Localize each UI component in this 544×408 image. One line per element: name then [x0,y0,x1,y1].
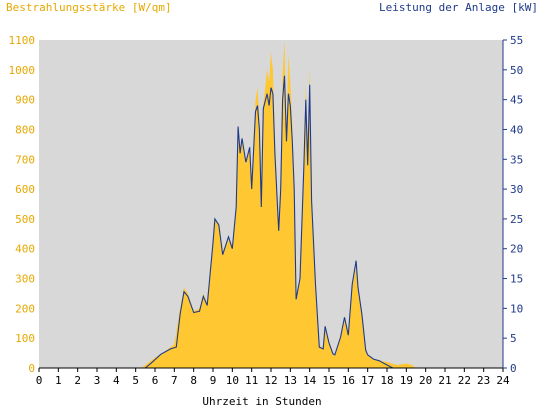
x-tick-label: 10 [226,374,239,387]
left-y-tick-label: 600 [15,183,35,196]
x-tick-label: 23 [477,374,490,387]
right-y-tick-label: 25 [510,213,523,226]
left-y-tick-label: 900 [15,94,35,107]
x-axis-title: Uhrzeit in Stunden [202,395,321,408]
right-y-tick-label: 55 [510,34,523,47]
series-power-line [39,75,503,369]
series-layer [39,40,503,369]
x-tick-label: 6 [152,374,159,387]
left-y-tick-label: 500 [15,213,35,226]
left-y-tick-label: 400 [15,243,35,256]
x-tick-label: 13 [284,374,297,387]
x-tick-label: 17 [361,374,374,387]
x-tick-label: 14 [303,374,317,387]
right-y-tick-label: 45 [510,94,523,107]
right-y-tick-label: 20 [510,243,523,256]
x-tick-label: 8 [190,374,197,387]
x-tick-label: 24 [496,374,510,387]
x-tick-label: 12 [264,374,277,387]
left-y-tick-label: 100 [15,332,35,345]
right-y-tick-label: 15 [510,273,523,286]
x-tick-label: 18 [380,374,393,387]
left-y-tick-label: 1100 [9,34,36,47]
x-tick-label: 1 [55,374,62,387]
right-y-tick-label: 40 [510,123,523,136]
x-tick-label: 19 [400,374,413,387]
x-tick-label: 15 [322,374,335,387]
right-y-tick-label: 5 [510,332,517,345]
x-tick-label: 3 [94,374,101,387]
x-tick-label: 22 [458,374,471,387]
left-y-tick-label: 800 [15,123,35,136]
x-tick-label: 16 [342,374,355,387]
right-y-tick-label: 30 [510,183,523,196]
left-y-tick-label: 200 [15,302,35,315]
right-y-tick-label: 0 [510,362,517,375]
right-axis-title: Leistung der Anlage [kW] [379,1,538,14]
right-y-tick-label: 50 [510,64,523,77]
x-tick-label: 20 [419,374,432,387]
x-tick-label: 11 [245,374,258,387]
x-tick-label: 2 [74,374,81,387]
x-tick-label: 4 [113,374,120,387]
left-axis-title: Bestrahlungsstärke [W/qm] [6,1,172,14]
right-y-tick-label: 10 [510,302,523,315]
series-irradiance-area [141,40,416,368]
left-y-tick-label: 1000 [9,64,36,77]
x-tick-label: 9 [210,374,217,387]
left-y-tick-label: 700 [15,153,35,166]
left-y-tick-label: 0 [28,362,35,375]
right-y-tick-label: 35 [510,153,523,166]
x-tick-label: 7 [171,374,178,387]
x-tick-label: 21 [438,374,451,387]
left-y-tick-label: 300 [15,273,35,286]
axes-layer: 0 1 2 3 4 5 6 7 8 9 10 11 12 13 14 15 16 17 18 19 20 21 22 23 24… [9,34,524,387]
x-tick-label: 0 [36,374,43,387]
x-tick-label: 5 [132,374,139,387]
